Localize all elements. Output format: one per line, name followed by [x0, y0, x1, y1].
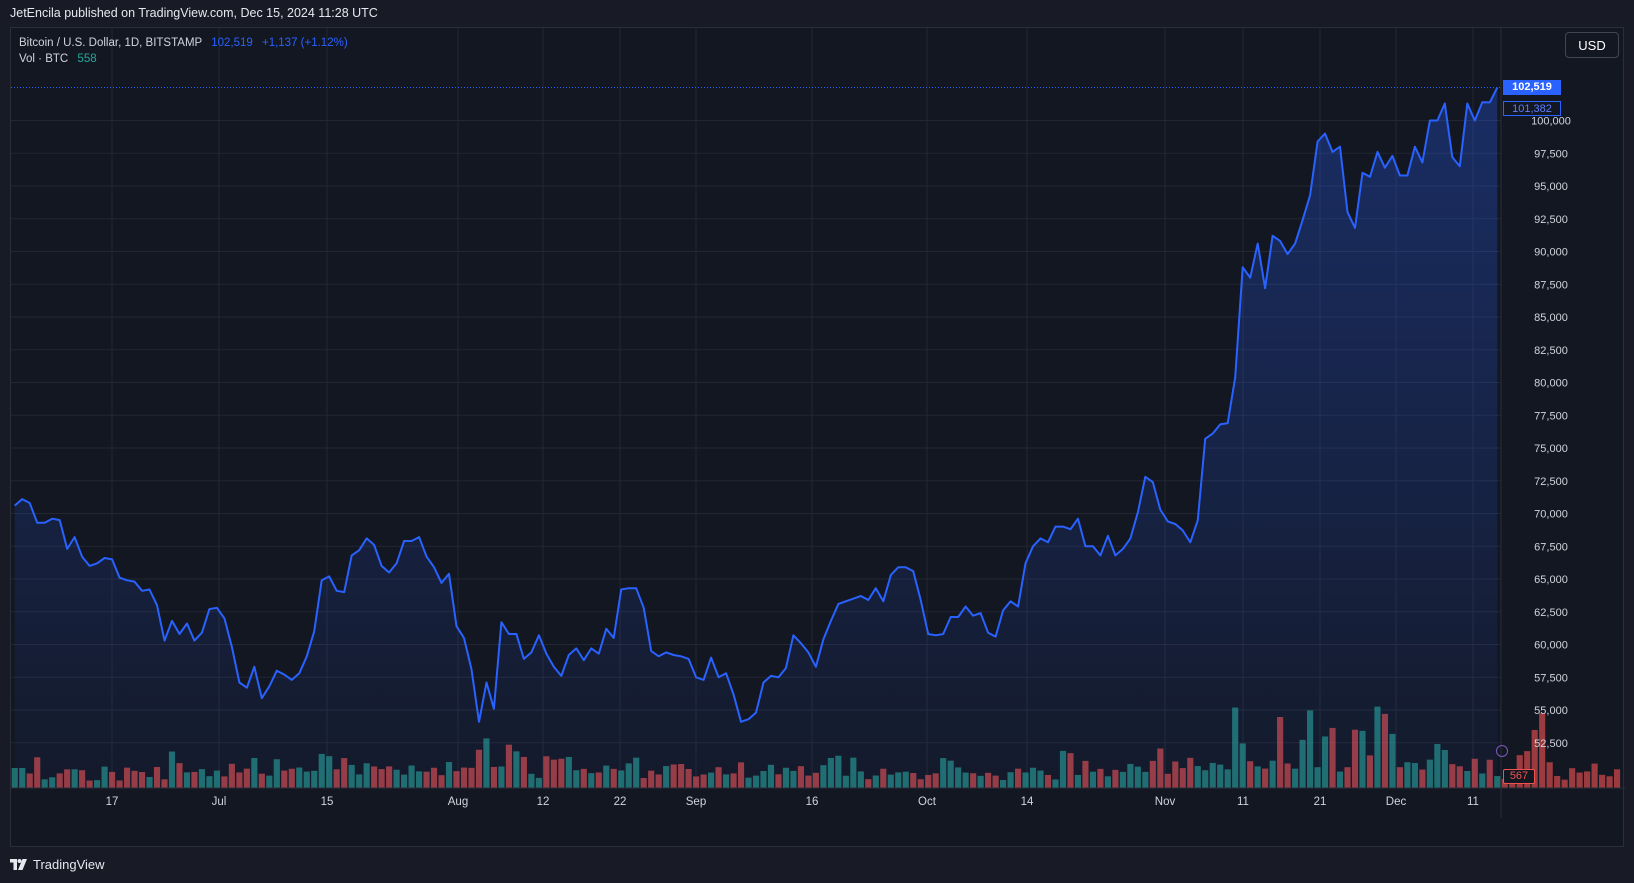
- volume-label[interactable]: Vol · BTC: [19, 53, 69, 65]
- volume-bar: [1539, 713, 1546, 788]
- prev-close-price-tag: 101,382: [1503, 101, 1561, 117]
- currency-button[interactable]: USD: [1565, 32, 1619, 58]
- price-chart: 52,500 55,000 57,500 60,000 62,500 65,000 67,5…: [11, 28, 1625, 818]
- volume-bar: [1546, 762, 1553, 788]
- x-tick-label: 16: [806, 796, 819, 808]
- tradingview-logo-icon[interactable]: [10, 859, 28, 870]
- legend-change: +1,137 (+1.12%): [261, 37, 348, 49]
- y-tick-label: 80,000: [1534, 378, 1568, 390]
- footer: TradingView: [10, 857, 105, 872]
- volume-bar: [1576, 772, 1583, 788]
- y-tick-label: 82,500: [1534, 345, 1568, 357]
- y-tick-label: 72,500: [1534, 476, 1568, 488]
- volume-bar: [1569, 768, 1576, 788]
- x-tick-label: 17: [106, 796, 119, 808]
- published-header: JetEncila published on TradingView.com, …: [10, 6, 378, 20]
- volume-value: 558: [77, 53, 97, 65]
- volume-bar: [1606, 776, 1613, 788]
- footer-brand[interactable]: TradingView: [33, 857, 105, 872]
- y-tick-label: 60,000: [1534, 640, 1568, 652]
- x-tick-label: Sep: [686, 796, 706, 808]
- x-tick-label: Oct: [918, 796, 937, 808]
- volume-bar: [1561, 779, 1568, 788]
- chart-panel[interactable]: 52,500 55,000 57,500 60,000 62,500 65,000 67,5…: [10, 27, 1625, 847]
- legend-price: 102,519: [211, 37, 253, 49]
- symbol-title[interactable]: Bitcoin / U.S. Dollar, 1D, BITSTAMP: [19, 37, 202, 49]
- price-line: [14, 87, 1499, 723]
- y-tick-label: 65,000: [1534, 574, 1568, 586]
- y-tick-label: 57,500: [1534, 672, 1568, 684]
- volume-bar: [1591, 763, 1598, 788]
- y-tick-label: 97,500: [1534, 148, 1568, 160]
- volume-bar: [1613, 769, 1621, 788]
- y-tick-label: 70,000: [1534, 509, 1568, 521]
- y-tick-label: 67,500: [1534, 541, 1568, 553]
- y-tick-label: 95,000: [1534, 181, 1568, 193]
- y-tick-label: 62,500: [1534, 607, 1568, 619]
- x-tick-label: 11: [1467, 796, 1479, 808]
- volume-last-tag: 567: [1503, 769, 1535, 784]
- x-tick-label: Nov: [1155, 796, 1176, 808]
- x-tick-label: 14: [1021, 796, 1034, 808]
- y-tick-label: 77,500: [1534, 410, 1568, 422]
- x-tick-label: 22: [614, 796, 627, 808]
- x-tick-label: 11: [1237, 796, 1249, 808]
- x-tick-label: 15: [321, 796, 334, 808]
- volume-bar: [1599, 774, 1606, 788]
- x-tick-label: Dec: [1386, 796, 1407, 808]
- last-price-tag: 102,519: [1503, 80, 1561, 95]
- x-tick-label: Aug: [448, 796, 468, 808]
- x-tick-label: 12: [537, 796, 550, 808]
- y-tick-label: 85,000: [1534, 312, 1568, 324]
- volume-bar: [1584, 771, 1591, 788]
- y-tick-label: 87,500: [1534, 279, 1568, 291]
- y-tick-label: 100,000: [1531, 116, 1571, 128]
- y-tick-label: 92,500: [1534, 214, 1568, 226]
- volume-bar: [1531, 729, 1538, 788]
- chart-legend: Bitcoin / U.S. Dollar, 1D, BITSTAMP 102,…: [19, 35, 348, 67]
- volume-bar: [1554, 775, 1561, 788]
- x-tick-label: 21: [1314, 796, 1327, 808]
- y-tick-label: 55,000: [1534, 705, 1568, 717]
- x-tick-label: Jul: [212, 796, 227, 808]
- price-area: [14, 87, 1498, 788]
- y-tick-label: 90,000: [1534, 247, 1568, 259]
- indicator-circle-icon[interactable]: [1496, 745, 1508, 757]
- y-tick-label: 52,500: [1534, 738, 1568, 750]
- y-tick-label: 75,000: [1534, 443, 1568, 455]
